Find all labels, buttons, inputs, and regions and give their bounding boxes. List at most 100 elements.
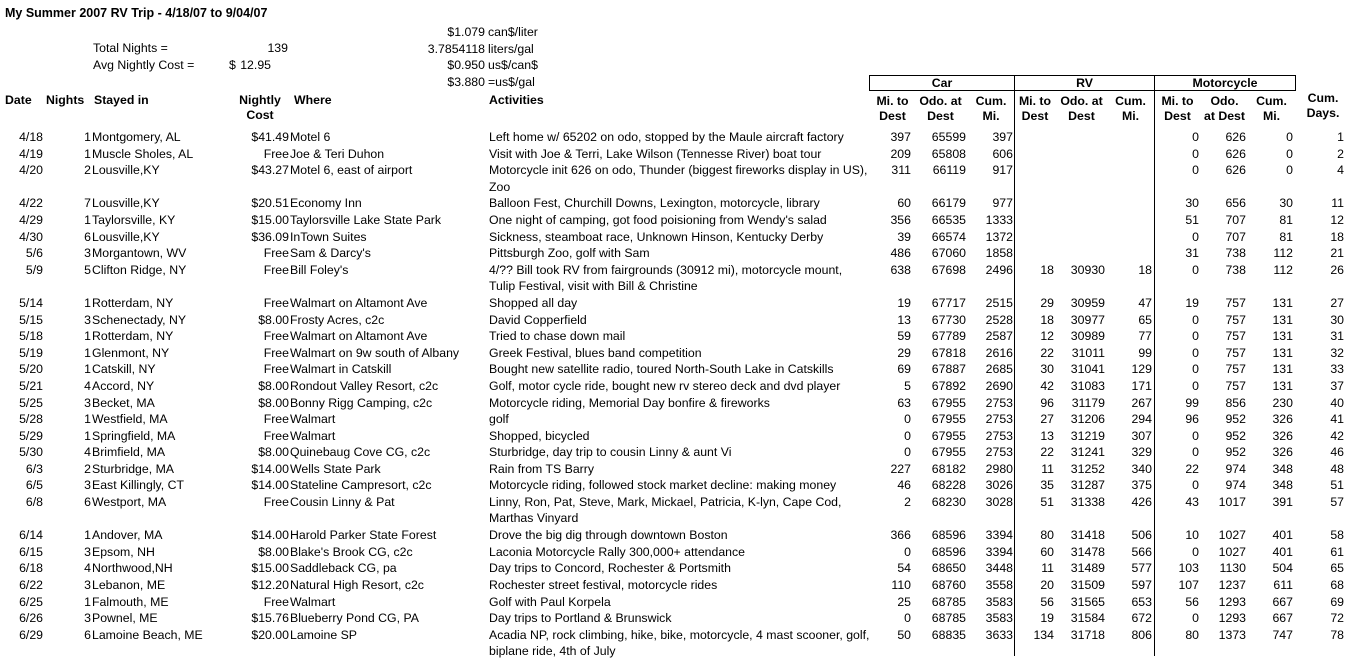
table-row: 6/3 2 Sturbridge, MA $14.00 Wells State Park…: [0, 461, 1357, 478]
rv-cell-0: 20: [1040, 578, 1054, 593]
activities-cell: Day trips to Portland & Brunswick: [489, 611, 672, 626]
moto-cell-0: 0: [1192, 445, 1199, 460]
car-cell-1: 68596: [931, 528, 966, 543]
stayed-in-cell: Rotterdam, NY: [92, 295, 174, 310]
table-row: 6/5 3 East Killingly, CT $14.00 Stateline Ca…: [0, 477, 1357, 494]
where-cell: Blueberry Pond CG, PA: [290, 611, 419, 626]
nights-cell: 3: [84, 544, 91, 559]
cum-days-cell: 37: [1330, 378, 1344, 393]
moto-cell-0: 96: [1185, 412, 1199, 427]
activities-cell: Drove the big dig through downtown Bosto…: [489, 528, 728, 543]
header-stayed-in: Stayed in: [94, 93, 149, 107]
table-row: 6/26 3 Pownel, ME $15.76 Blueberry Pond CG, …: [0, 610, 1357, 627]
rv-cell-1: 31718: [1070, 627, 1105, 642]
table-row: 4/30 6 Lousville,KY $36.09 InTown Suites Sick…: [0, 229, 1357, 246]
where-cell: Blake's Brook CG, c2c: [290, 544, 413, 559]
subheader-line2: Dest: [927, 109, 954, 123]
cum-days-cell: 1: [1337, 130, 1344, 144]
subheader-cum-days: Cum. Days.: [1300, 91, 1346, 121]
where-cell: Motel 6: [290, 130, 331, 144]
moto-cell-0: 0: [1192, 345, 1199, 360]
cum-days-cell: 48: [1330, 461, 1344, 476]
car-cell-0: 59: [897, 329, 911, 344]
moto-cell-2: 81: [1279, 229, 1293, 244]
where-cell: Stateline Campresort, c2c: [290, 478, 432, 493]
group-label-car: Car: [931, 76, 953, 90]
car-cell-1: 68182: [931, 461, 966, 476]
date-cell: 6/18: [19, 561, 43, 576]
nights-cell: 3: [84, 478, 91, 493]
stayed-in-cell: Falmouth, ME: [92, 594, 169, 609]
moto-cell-2: 348: [1272, 461, 1293, 476]
moto-cell-2: 391: [1272, 495, 1293, 510]
rv-cell-1: 31287: [1070, 478, 1105, 493]
moto-cell-1: 1027: [1218, 528, 1246, 543]
rv-cell-0: 22: [1040, 345, 1054, 360]
nights-cell: 1: [84, 362, 91, 377]
nights-cell: 3: [84, 395, 91, 410]
table-row: 5/18 1 Rotterdam, NY Free Walmart on Altamon…: [0, 328, 1357, 345]
subheader-rv-0: Mi. to Dest: [1014, 94, 1056, 124]
where-cell: Bill Foley's: [290, 262, 349, 277]
car-cell-1: 66119: [932, 163, 966, 178]
car-cell-1: 68785: [931, 594, 966, 609]
date-cell: 4/30: [19, 229, 43, 244]
activities-cell: Bought new satellite radio, toured North…: [489, 362, 834, 377]
car-cell-0: 110: [891, 578, 911, 593]
moto-cell-0: 80: [1185, 627, 1199, 642]
rv-cell-0: 42: [1040, 378, 1054, 393]
date-cell: 4/19: [19, 146, 43, 161]
rv-cell-0: 134: [1033, 627, 1054, 642]
car-cell-0: 50: [897, 627, 911, 642]
car-cell-2: 3026: [985, 478, 1013, 493]
rv-cell-0: 51: [1040, 495, 1054, 510]
moto-cell-1: 856: [1225, 395, 1246, 410]
moto-cell-0: 0: [1192, 312, 1199, 327]
car-cell-1: 65808: [931, 146, 966, 161]
car-cell-1: 67955: [931, 395, 966, 410]
rv-cell-0: 29: [1040, 295, 1054, 310]
car-cell-1: 68596: [931, 544, 966, 559]
stayed-in-cell: Accord, NY: [92, 378, 155, 393]
trip-table: 4/18 1 Montgomery, AL $41.49 Motel 6 Left hom…: [0, 129, 1357, 660]
nights-cell: 6: [84, 229, 91, 244]
where-cell: Motel 6, east of airport: [290, 163, 413, 178]
cum-days-cell: 26: [1330, 262, 1344, 277]
nights-cell: 3: [84, 312, 91, 327]
nights-cell: 5: [84, 262, 91, 277]
nightly-cost-cell: $14.00: [251, 478, 289, 493]
moto-cell-1: 626: [1225, 163, 1246, 178]
moto-cell-1: 707: [1225, 212, 1246, 227]
subheader-line1: Cum.: [1256, 94, 1287, 108]
rv-cell-1: 31338: [1070, 495, 1105, 510]
header-date: Date: [5, 93, 32, 107]
activities-cell: Rochester street festival, motorcycle ri…: [489, 578, 718, 593]
divider-car-rv: [1014, 91, 1015, 656]
car-cell-0: 0: [904, 445, 911, 460]
where-cell: Lamoine SP: [290, 627, 357, 642]
car-cell-2: 917: [992, 163, 1013, 178]
conversion-unit: =us$/gal: [488, 75, 535, 90]
car-cell-1: 67060: [931, 246, 966, 261]
cum-days-cell: 69: [1330, 594, 1344, 609]
rv-cell-1: 30989: [1070, 329, 1105, 344]
car-cell-1: 67955: [931, 445, 966, 460]
table-row: 4/29 1 Taylorsville, KY $15.00 Taylorsville …: [0, 212, 1357, 229]
activities-cell: Day trips to Concord, Rochester & Portsm…: [489, 561, 731, 576]
nights-cell: 6: [84, 495, 91, 510]
rv-cell-1: 31252: [1070, 461, 1105, 476]
rv-cell-1: 31179: [1071, 395, 1105, 410]
date-cell: 6/5: [25, 478, 43, 493]
stayed-in-cell: Catskill, NY: [92, 362, 156, 377]
car-cell-1: 68760: [931, 578, 966, 593]
header-nightly-cost-line1: Nightly: [239, 93, 281, 107]
date-cell: 5/28: [19, 412, 43, 427]
car-cell-2: 606: [992, 146, 1013, 161]
activities-cell: Golf with Paul Korpela: [489, 594, 611, 609]
moto-cell-0: 51: [1185, 212, 1199, 227]
stayed-in-cell: Lousville,KY: [92, 229, 160, 244]
stayed-in-cell: Springfield, MA: [92, 428, 176, 443]
car-cell-1: 66535: [931, 212, 966, 227]
rv-cell-1: 30930: [1070, 262, 1105, 277]
car-cell-2: 3394: [985, 528, 1013, 543]
